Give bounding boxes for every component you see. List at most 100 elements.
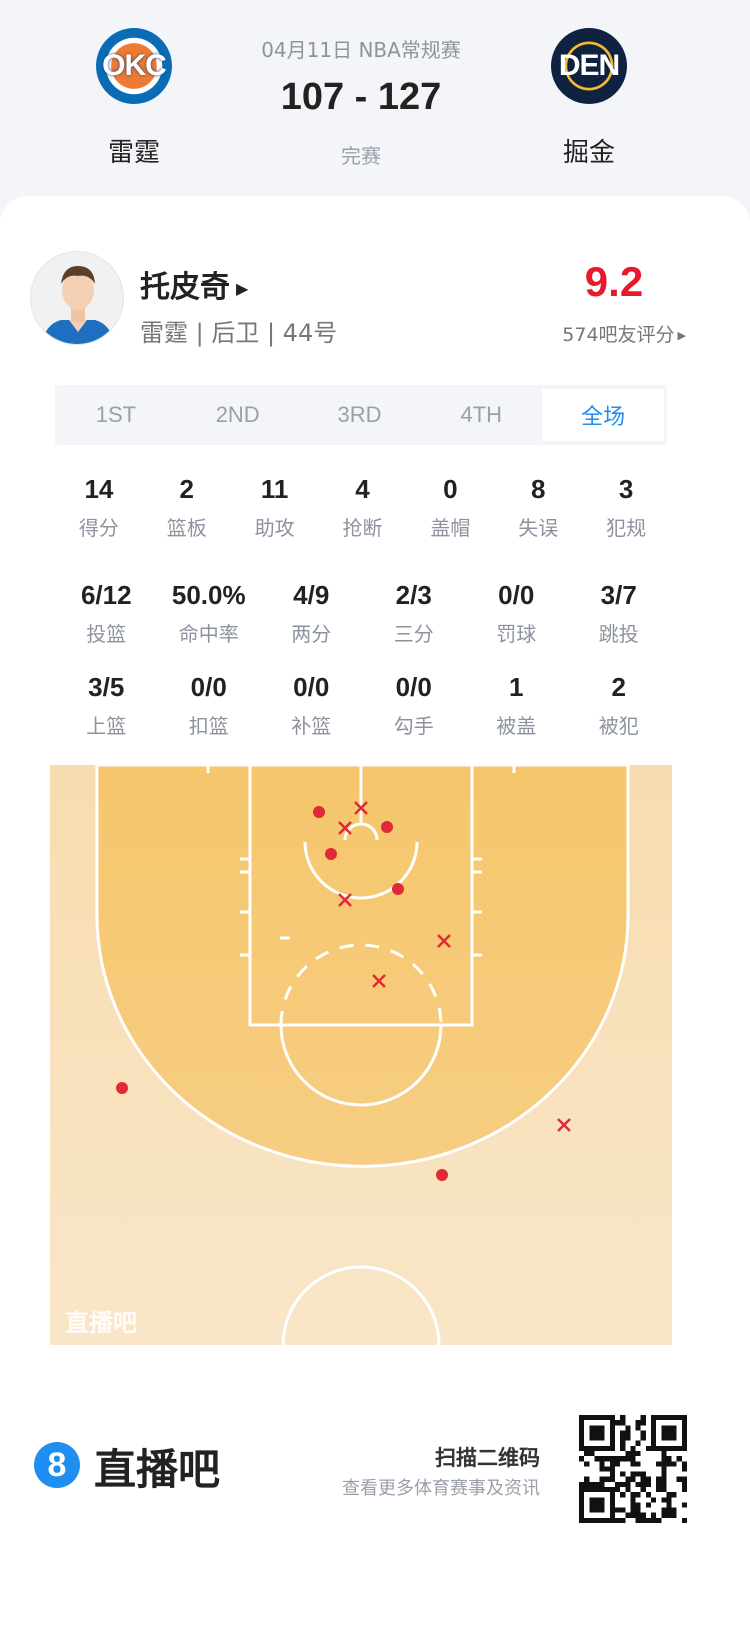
brand-name: 直播吧 <box>94 1445 221 1494</box>
stat-value: 2 <box>179 474 195 504</box>
stat-item: 11 助攻 <box>231 474 319 541</box>
stats-row-basic: 14 得分 2 篮板 11 助攻 4 抢断 0 盖帽 8 失误 3 犯规 <box>55 474 670 541</box>
player-photo-icon <box>41 266 115 344</box>
tab-2nd[interactable]: 2ND <box>215 402 260 427</box>
player-avatar[interactable] <box>30 251 124 345</box>
stats-row-shot-types: 3/5 上篮 0/0 扣篮 0/0 补篮 0/0 勾手 1 被盖 2 被犯 <box>55 672 670 739</box>
stat-value: 3 <box>618 474 634 504</box>
stat-label: 扣篮 <box>188 714 229 738</box>
tab-1st[interactable]: 1ST <box>95 402 137 427</box>
game-date-league: 04月11日 NBA常规赛 <box>261 38 461 62</box>
rating-count-link[interactable]: 574吧友评分 ▶ <box>562 320 686 347</box>
stat-item: 0/0 补篮 <box>260 672 363 739</box>
stat-item: 3/7 跳投 <box>568 580 671 647</box>
shot-made-marker <box>325 848 337 860</box>
stat-label: 被犯 <box>598 714 639 738</box>
player-name-link[interactable]: 托皮奇 ▶ <box>140 262 248 306</box>
stat-item: 4 抢断 <box>319 474 407 541</box>
tab-full-game[interactable]: 全场 <box>542 389 664 441</box>
brand-logo-icon: 8 <box>34 1442 80 1488</box>
stat-label: 命中率 <box>178 622 239 646</box>
den-logo-text: DEN <box>558 49 620 82</box>
shot-missed-marker <box>372 974 386 988</box>
stat-label: 两分 <box>291 622 332 646</box>
stat-value: 2 <box>611 672 626 702</box>
stat-value: 4/9 <box>293 580 330 610</box>
qr-code-icon[interactable] <box>578 1415 688 1523</box>
player-name: 托皮奇 <box>140 270 230 305</box>
caret-right-icon: ▶ <box>677 329 686 342</box>
game-status: 完赛 <box>341 144 381 168</box>
away-team-name: 掘金 <box>562 138 615 168</box>
court-watermark: 直播吧 <box>65 1309 137 1337</box>
stat-item: 50.0% 命中率 <box>158 580 261 647</box>
stat-label: 篮板 <box>166 516 207 540</box>
stat-item: 2/3 三分 <box>363 580 466 647</box>
shot-missed-marker <box>338 821 352 835</box>
stat-value: 1 <box>509 672 524 702</box>
stat-item: 3 犯规 <box>582 474 670 541</box>
stats-row-shooting: 6/12 投篮 50.0% 命中率 4/9 两分 2/3 三分 0/0 罚球 3/7 跳投 <box>55 580 670 647</box>
stat-item: 0/0 勾手 <box>363 672 466 739</box>
stat-label: 罚球 <box>496 622 537 646</box>
stat-label: 盖帽 <box>430 516 471 540</box>
den-team-logo: DEN <box>551 28 627 104</box>
shot-made-marker <box>381 821 393 833</box>
stat-item: 1 被盖 <box>465 672 568 739</box>
qr-subtitle: 查看更多体育赛事及资讯 <box>342 1478 540 1499</box>
tab-3rd[interactable]: 3RD <box>337 402 382 427</box>
stat-label: 三分 <box>393 622 434 646</box>
shot-made-marker <box>392 883 404 895</box>
stat-label: 犯规 <box>606 516 647 540</box>
caret-right-icon: ▶ <box>236 279 249 298</box>
stat-value: 4 <box>355 474 370 504</box>
home-team-name: 雷霆 <box>107 138 160 168</box>
stat-label: 得分 <box>78 516 119 540</box>
stat-value: 3/5 <box>88 672 125 702</box>
stat-value: 8 <box>530 474 546 504</box>
stat-label: 失误 <box>518 516 559 540</box>
stat-label: 跳投 <box>598 622 639 646</box>
qr-title: 扫描二维码 <box>435 1446 540 1470</box>
stat-item: 0/0 扣篮 <box>158 672 261 739</box>
stat-item: 14 得分 <box>55 474 143 541</box>
stat-value: 2/3 <box>395 580 432 610</box>
stat-value: 6/12 <box>80 580 132 610</box>
stat-label: 补篮 <box>291 714 332 738</box>
stat-value: 0/0 <box>293 672 330 702</box>
stat-value: 0/0 <box>190 672 227 702</box>
shot-made-marker <box>116 1082 128 1094</box>
stat-value: 14 <box>84 474 114 504</box>
stat-label: 助攻 <box>254 516 295 540</box>
stat-item: 4/9 两分 <box>260 580 363 647</box>
okc-team-logo: OKC <box>96 28 172 104</box>
stat-item: 0/0 罚球 <box>465 580 568 647</box>
stat-item: 2 篮板 <box>143 474 231 541</box>
player-info: 雷霆 | 后卫 | 44号 <box>140 319 338 347</box>
shot-made-marker <box>436 1169 448 1181</box>
okc-logo-text: OKC <box>102 49 167 82</box>
stat-item: 3/5 上篮 <box>55 672 158 739</box>
stat-label: 抢断 <box>342 516 383 540</box>
shot-missed-marker <box>437 934 451 948</box>
shot-missed-marker <box>354 801 368 815</box>
shot-made-marker <box>313 806 325 818</box>
stat-item: 2 被犯 <box>568 672 671 739</box>
tab-4th[interactable]: 4TH <box>460 402 503 427</box>
shot-missed-marker <box>338 893 352 907</box>
court-lines <box>206 765 516 1345</box>
period-tabs: 1ST 2ND 3RD 4TH 全场 <box>55 385 667 445</box>
player-rating: 9.2 <box>584 258 644 305</box>
game-score: 107 - 127 <box>280 76 442 118</box>
rating-count: 574吧友评分 <box>562 324 675 346</box>
stat-value: 0 <box>443 474 458 504</box>
stat-value: 3/7 <box>600 580 637 610</box>
stat-value: 0/0 <box>395 672 432 702</box>
stat-item: 8 失误 <box>494 474 582 541</box>
stat-label: 勾手 <box>393 714 434 738</box>
stat-label: 投篮 <box>86 622 127 646</box>
stat-label: 被盖 <box>496 714 537 738</box>
stat-item: 6/12 投篮 <box>55 580 158 647</box>
stat-value: 50.0% <box>171 580 246 610</box>
three-point-line <box>95 765 630 1168</box>
